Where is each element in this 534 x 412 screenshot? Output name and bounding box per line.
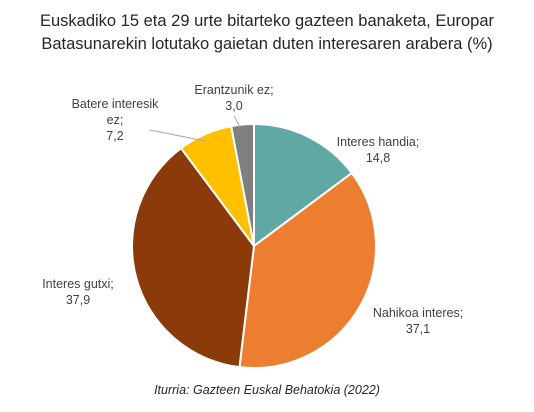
slice-label-1: Nahikoa interes; 37,1 [373, 305, 463, 337]
slice-value-1: 37,1 [405, 322, 431, 336]
pie-slice-2 [131, 146, 256, 369]
slice-name-3-0: Batere interesik [71, 97, 159, 111]
chart-title: Euskadiko 15 eta 29 urte bitarteko gazte… [0, 10, 534, 56]
slice-label-0: Interes handia; 14,8 [337, 134, 420, 166]
slice-value-4: 3,0 [225, 99, 243, 113]
leader-line-3 [149, 129, 206, 142]
slice-label-4: Erantzunik ez; 3,0 [194, 82, 273, 114]
chart-title-line-2: Batasunarekin lotutako gaietan duten int… [41, 35, 493, 53]
leader-line-4 [233, 115, 241, 128]
chart-title-line-1: Euskadiko 15 eta 29 urte bitarteko gazte… [39, 12, 495, 30]
slice-name-2-0: Interes gutxi; [42, 277, 114, 291]
pie-slice-1 [238, 171, 377, 369]
slice-name-3-1: ez; [106, 113, 124, 127]
slice-label-3: Batere interesik ez; 7,2 [72, 96, 159, 144]
pie-slice-4 [229, 122, 255, 247]
slice-name-0-0: Interes handia; [336, 135, 420, 149]
chart-source: Iturria: Gazteen Euskal Behatokia (2022) [154, 383, 380, 397]
slice-value-2: 37,9 [65, 293, 91, 307]
slice-value-0: 14,8 [365, 151, 391, 165]
slice-label-2: Interes gutxi; 37,9 [42, 276, 114, 308]
slice-name-1-0: Nahikoa interes; [372, 306, 464, 320]
pie-slice-0 [253, 122, 354, 248]
slice-name-4-0: Erantzunik ez; [194, 83, 274, 97]
slice-value-3: 7,2 [106, 129, 124, 143]
